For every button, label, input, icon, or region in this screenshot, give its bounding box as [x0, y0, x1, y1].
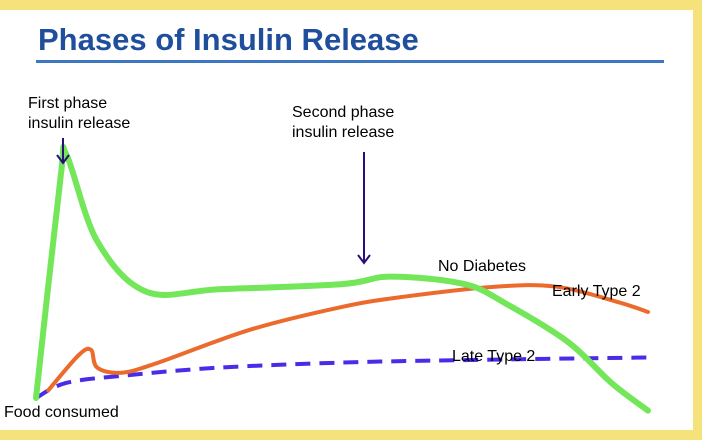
series-label-no-diabetes: No Diabetes: [438, 258, 527, 275]
annotation-first-phase-line1: First phase: [28, 95, 108, 112]
title-underline: [36, 60, 664, 63]
annotation-first-phase-line2: insulin release: [28, 115, 131, 132]
series-line-early-type-2: [46, 283, 650, 393]
page-title: Phases of Insulin Release: [38, 22, 419, 57]
series-line-late-type-2: [35, 355, 649, 400]
series-label-early-type-2: Early Type 2: [552, 283, 641, 300]
second-phase-arrow: [357, 152, 371, 265]
series-label-late-type-2: Late Type 2: [452, 348, 536, 365]
annotation-second-phase: Second phase insulin release: [292, 103, 394, 143]
annotation-second-phase-line1: Second phase: [292, 104, 395, 121]
annotation-first-phase: First phase insulin release: [28, 94, 130, 134]
annotation-second-phase-line2: insulin release: [292, 124, 395, 141]
annotation-food-consumed: Food consumed: [4, 404, 119, 421]
first-phase-arrow: [56, 138, 70, 165]
slide: [0, 10, 693, 430]
